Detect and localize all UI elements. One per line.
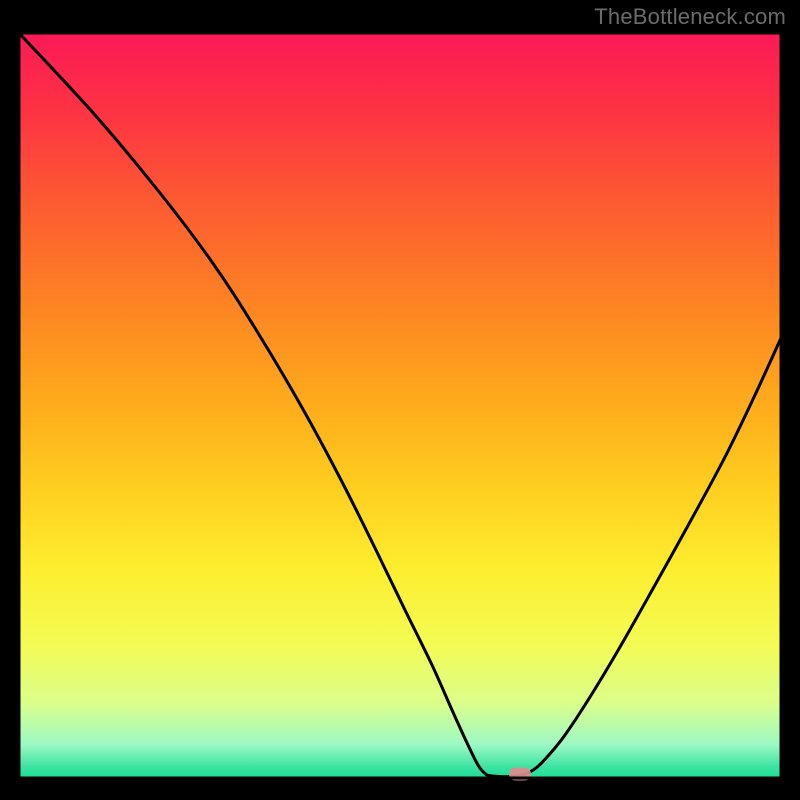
gradient-background [19,33,781,778]
bottleneck-chart [0,0,800,800]
chart-frame: TheBottleneck.com [0,0,800,800]
